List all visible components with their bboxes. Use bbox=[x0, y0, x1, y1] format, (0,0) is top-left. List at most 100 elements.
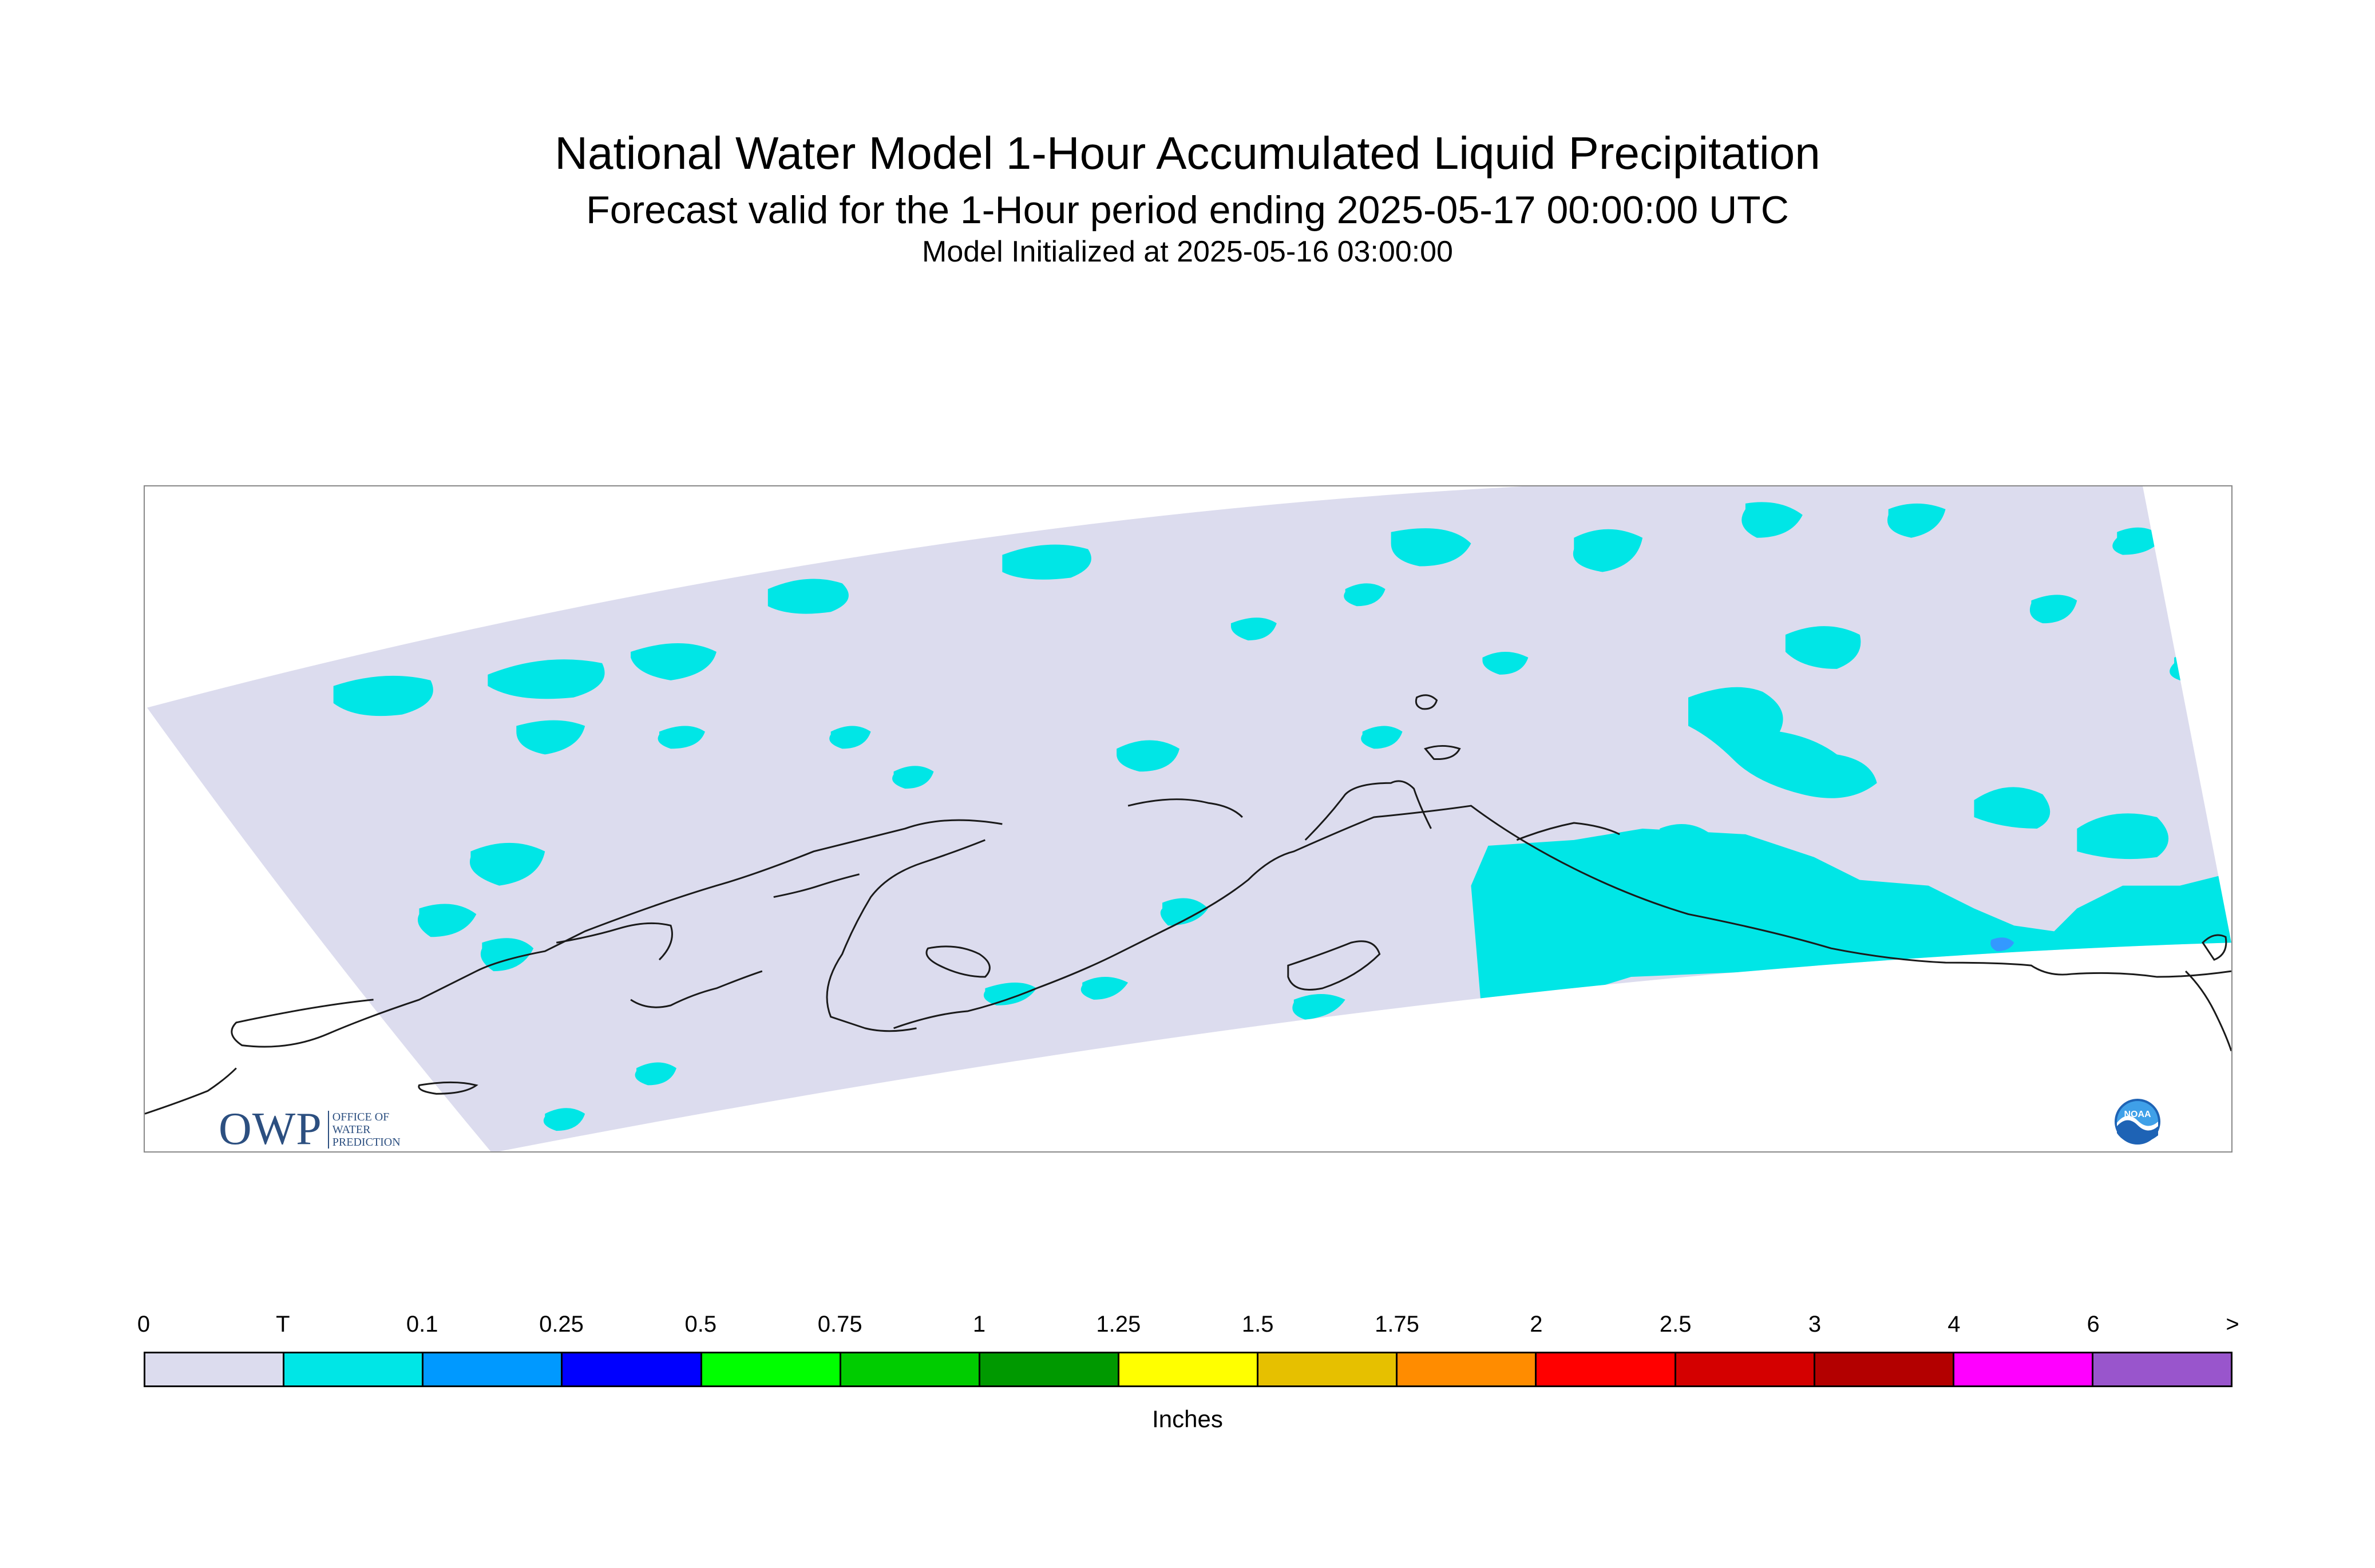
trace-area-mid4 bbox=[983, 983, 1037, 1005]
trace-area-west4 bbox=[516, 720, 585, 755]
legend-swatch bbox=[1676, 1353, 1815, 1385]
model-domain-area bbox=[147, 486, 2231, 1151]
kenai-peninsula bbox=[1304, 780, 1432, 841]
noaa-logo: NOAA bbox=[2115, 1099, 2160, 1145]
owp-logo-subtext: OFFICE OF WATER PREDICTION bbox=[327, 1110, 401, 1149]
legend-tick-label: 0.75 bbox=[817, 1312, 862, 1337]
legend-tick-label: 4 bbox=[1948, 1312, 1961, 1337]
trace-area-misc6 bbox=[658, 726, 705, 749]
bethel-coast bbox=[630, 970, 763, 1008]
cook-inlet bbox=[1127, 798, 1243, 818]
trace-area-southeast bbox=[1471, 828, 2231, 1023]
trace-area-bay bbox=[1292, 993, 1345, 1020]
trace-area-misc10 bbox=[543, 1108, 585, 1131]
legend-tick-label: 0 bbox=[137, 1312, 151, 1337]
trace-area-north6 bbox=[1887, 503, 1946, 538]
trace-area-mid2 bbox=[1160, 898, 1208, 926]
legend-swatch bbox=[1954, 1353, 2093, 1385]
trace-area-west3 bbox=[631, 643, 717, 680]
legend-units-label: Inches bbox=[1152, 1405, 1223, 1432]
lake-north-2 bbox=[1423, 745, 1461, 761]
trace-area-misc9 bbox=[635, 1062, 676, 1086]
trace-area-mid1 bbox=[1117, 740, 1180, 772]
trace-area-misc4 bbox=[2112, 527, 2163, 555]
coastline-alaska-peninsula bbox=[893, 805, 2231, 1030]
trace-precipitation-areas bbox=[333, 502, 2231, 1131]
trace-area-ne2 bbox=[1785, 626, 1861, 669]
trace-area-misc7 bbox=[829, 726, 871, 749]
legend-swatch bbox=[563, 1353, 702, 1385]
legend-tick-label: 2.5 bbox=[1659, 1312, 1692, 1337]
trace-area-northeast-cluster bbox=[1688, 687, 1877, 798]
legend-tick-label: 1 bbox=[972, 1312, 986, 1337]
model-initialized-text: Model Initialized at 2025-05-16 03:00:00 bbox=[922, 235, 1453, 268]
trace-area-misc12 bbox=[1344, 583, 1386, 607]
norton-sound bbox=[556, 922, 673, 961]
legend-tick-label: 1.75 bbox=[1375, 1312, 1419, 1337]
trace-area-north1 bbox=[767, 579, 849, 614]
legend-swatch bbox=[702, 1353, 841, 1385]
southeast-panhandle bbox=[2185, 971, 2231, 1052]
lake-north-1 bbox=[1415, 694, 1438, 710]
legend-swatch bbox=[1119, 1353, 1259, 1385]
kuskokwim-coast bbox=[773, 873, 860, 898]
trace-area-misc5 bbox=[2170, 652, 2220, 680]
trace-area-west7 bbox=[480, 938, 534, 972]
bristol-bay-coast bbox=[826, 839, 985, 1032]
southeast-island-1 bbox=[2202, 934, 2227, 961]
precipitation-map[interactable] bbox=[144, 485, 2232, 1153]
legend-tick-label: 0.5 bbox=[684, 1312, 717, 1337]
legend-tick-label: 6 bbox=[2087, 1312, 2100, 1337]
coastline-main bbox=[231, 819, 1003, 1048]
legend-tick-labels: 0 T 0.1 0.25 0.5 0.75 1 1.25 1.5 1.75 2 2.5 3 4 6 > bbox=[137, 1312, 2239, 1346]
owp-logo: OWP OFFICE OF WATER PREDICTION bbox=[219, 1103, 401, 1155]
trace-area-north5 bbox=[1741, 502, 1803, 538]
trace-area-north2 bbox=[1002, 544, 1091, 580]
trace-area-mid5 bbox=[1080, 977, 1129, 1000]
trace-area-north3 bbox=[1391, 528, 1471, 567]
trace-area-misc1 bbox=[1482, 652, 1529, 675]
trace-area-misc8 bbox=[1658, 823, 1711, 852]
seward-coast bbox=[1516, 822, 1620, 841]
owp-sub-line-1: OFFICE OF bbox=[332, 1110, 390, 1123]
trace-area-misc3 bbox=[2029, 595, 2077, 624]
legend-tick-label: 3 bbox=[1808, 1312, 1822, 1337]
trace-area-west1 bbox=[333, 675, 433, 716]
legend-tick-label: 2 bbox=[1530, 1312, 1543, 1337]
map-canvas bbox=[145, 486, 2231, 1151]
trace-area-west5 bbox=[469, 842, 545, 886]
trace-area-misc2 bbox=[1361, 726, 1403, 749]
lake-iliamna bbox=[925, 945, 991, 978]
forecast-valid-subtitle: Forecast valid for the 1-Hour period end… bbox=[586, 188, 1789, 232]
trace-area-ne3 bbox=[1974, 787, 2051, 829]
owp-sub-line-3: PREDICTION bbox=[332, 1135, 401, 1149]
trace-area-west6 bbox=[417, 904, 477, 937]
legend-tick-label: 1.5 bbox=[1241, 1312, 1274, 1337]
trace-area-mid3 bbox=[892, 766, 934, 789]
owp-logo-text: OWP bbox=[219, 1104, 322, 1154]
island-st-lawrence bbox=[418, 1081, 478, 1095]
light-precip-cell bbox=[1990, 937, 2014, 952]
legend-tick-label: 0.25 bbox=[539, 1312, 584, 1337]
legend-tick-label: 0.1 bbox=[406, 1312, 438, 1337]
legend-tick-label: 1.25 bbox=[1096, 1312, 1141, 1337]
legend-swatch bbox=[980, 1353, 1119, 1385]
trace-area-east-right bbox=[2077, 813, 2169, 860]
seward-peninsula bbox=[145, 1067, 237, 1115]
kodiak-island bbox=[1287, 940, 1381, 991]
legend-swatch bbox=[1537, 1353, 1676, 1385]
trace-area-misc11 bbox=[1230, 617, 1277, 641]
legend-swatch bbox=[2093, 1353, 2231, 1385]
legend-tick-label: > bbox=[2226, 1312, 2239, 1337]
trace-area-west2 bbox=[488, 659, 605, 699]
legend-swatch bbox=[423, 1353, 563, 1385]
legend-swatch bbox=[1815, 1353, 1954, 1385]
legend-swatch bbox=[1258, 1353, 1398, 1385]
legend-color-bar bbox=[144, 1352, 2232, 1387]
legend-swatch bbox=[1398, 1353, 1537, 1385]
legend-swatch bbox=[841, 1353, 980, 1385]
legend-swatch bbox=[145, 1353, 285, 1385]
noaa-logo-text: NOAA bbox=[2124, 1110, 2151, 1119]
legend-tick-label: T bbox=[276, 1312, 290, 1337]
owp-sub-line-2: WATER bbox=[332, 1123, 371, 1136]
